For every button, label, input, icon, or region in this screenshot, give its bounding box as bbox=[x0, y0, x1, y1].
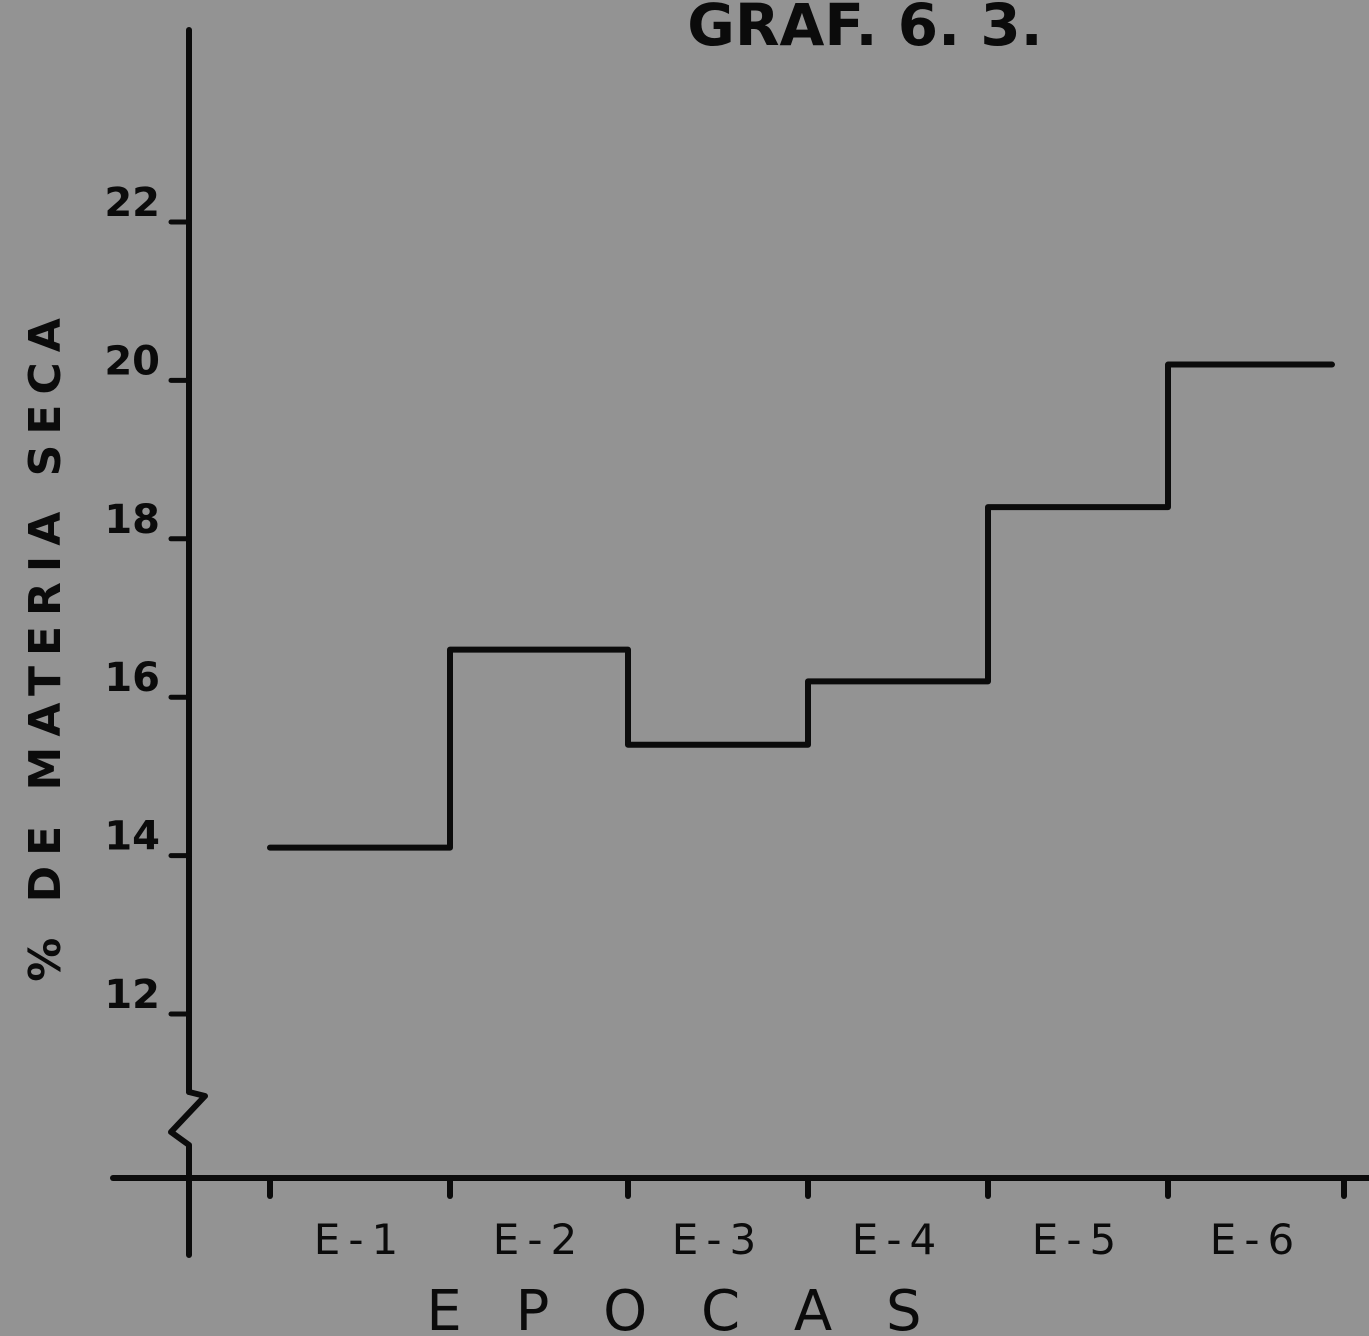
chart-title: GRAF. 6. 3. bbox=[687, 0, 1042, 59]
y-tick-label: 14 bbox=[104, 814, 160, 860]
x-tick-label-e-5: E-5 bbox=[1032, 1215, 1124, 1264]
x-tick-label-e-2: E-2 bbox=[493, 1215, 585, 1264]
y-tick-label: 12 bbox=[104, 972, 160, 1018]
x-ticks: E-1 E-2 E-3 E-4 E-5 E-6 bbox=[267, 1175, 1347, 1264]
y-axis-break bbox=[168, 1089, 208, 1258]
x-tick-label-e-1: E-1 bbox=[314, 1215, 406, 1264]
x-axis-label: E P O C A S bbox=[426, 1279, 939, 1336]
x-tick-label-e-6: E-6 bbox=[1210, 1215, 1302, 1264]
y-axis-label: % DE MATERIA SECA bbox=[20, 308, 71, 982]
x-tick-label-e-3: E-3 bbox=[672, 1215, 764, 1264]
series-layer bbox=[267, 361, 1335, 851]
y-tick-label: 20 bbox=[104, 338, 160, 384]
series-line bbox=[267, 361, 1335, 851]
y-tick-label: 16 bbox=[104, 655, 160, 701]
y-tick-label: 18 bbox=[104, 497, 160, 543]
y-ticks: 12 14 16 18 20 22 bbox=[104, 180, 192, 1018]
x-tick-label-e-4: E-4 bbox=[852, 1215, 944, 1264]
y-tick-label: 22 bbox=[104, 180, 160, 226]
